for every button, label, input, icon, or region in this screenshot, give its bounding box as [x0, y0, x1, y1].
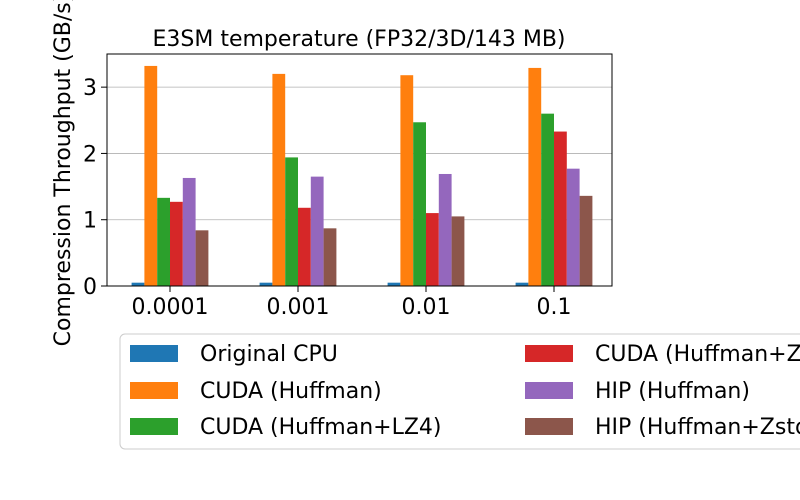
bar: [400, 75, 414, 286]
y-axis-label: Compression Throughput (GB/s): [51, 0, 76, 346]
bar: [413, 122, 426, 286]
legend-entry: HIP (Huffman+Zstd): [595, 415, 800, 440]
legend-entry: HIP (Huffman): [595, 379, 750, 404]
y-tick-label: 0: [83, 275, 97, 300]
bar: [426, 213, 439, 286]
bar: [541, 113, 554, 287]
bar: [323, 228, 337, 286]
bar: [182, 177, 196, 286]
legend-swatch: [525, 382, 573, 399]
bar: [451, 216, 465, 286]
bar: [259, 282, 273, 286]
legend-swatch: [525, 418, 573, 435]
legend-swatch: [130, 418, 178, 435]
bar: [387, 282, 401, 286]
bar: [272, 73, 286, 286]
x-tick-label: 0.01: [402, 295, 451, 320]
legend: Original CPU CUDA (Huffman) CUDA (Huffman+…: [119, 333, 800, 450]
y-tick-label: 1: [83, 209, 97, 234]
legend-swatch: [130, 382, 178, 399]
y-tick-label: 2: [83, 142, 97, 167]
chart-title: E3SM temperature (FP32/3D/143 MB): [152, 27, 565, 52]
legend-entry: CUDA (Huffman): [200, 379, 382, 404]
bar: [170, 201, 183, 286]
bar: [528, 67, 542, 286]
bar: [554, 131, 567, 286]
bar: [515, 282, 529, 286]
bars: [131, 65, 593, 287]
bar: [298, 207, 311, 286]
bar: [579, 195, 593, 286]
ticks: 0 1 2 3 0.0001 0.001 0.01 0.1: [83, 76, 572, 320]
bar: [566, 168, 580, 286]
bar: [195, 230, 209, 286]
plot-frame: [106, 53, 613, 287]
legend-entry: CUDA (Huffman+LZ4): [200, 415, 441, 440]
bar: [131, 282, 145, 286]
bar: [157, 197, 170, 286]
bar: [285, 157, 298, 286]
legend-entry: CUDA (Huffman+Zstd): [595, 342, 800, 367]
x-tick-label: 0.0001: [132, 295, 209, 320]
y-tick-label: 3: [83, 76, 97, 101]
bar: [438, 173, 452, 286]
legend-frame: [119, 333, 800, 450]
x-tick-label: 0.1: [537, 295, 572, 320]
legend-entry: Original CPU: [200, 342, 338, 367]
legend-swatch: [130, 345, 178, 362]
x-tick-label: 0.001: [267, 295, 330, 320]
bar: [310, 176, 324, 286]
legend-swatch: [525, 345, 573, 362]
bar: [144, 65, 158, 286]
